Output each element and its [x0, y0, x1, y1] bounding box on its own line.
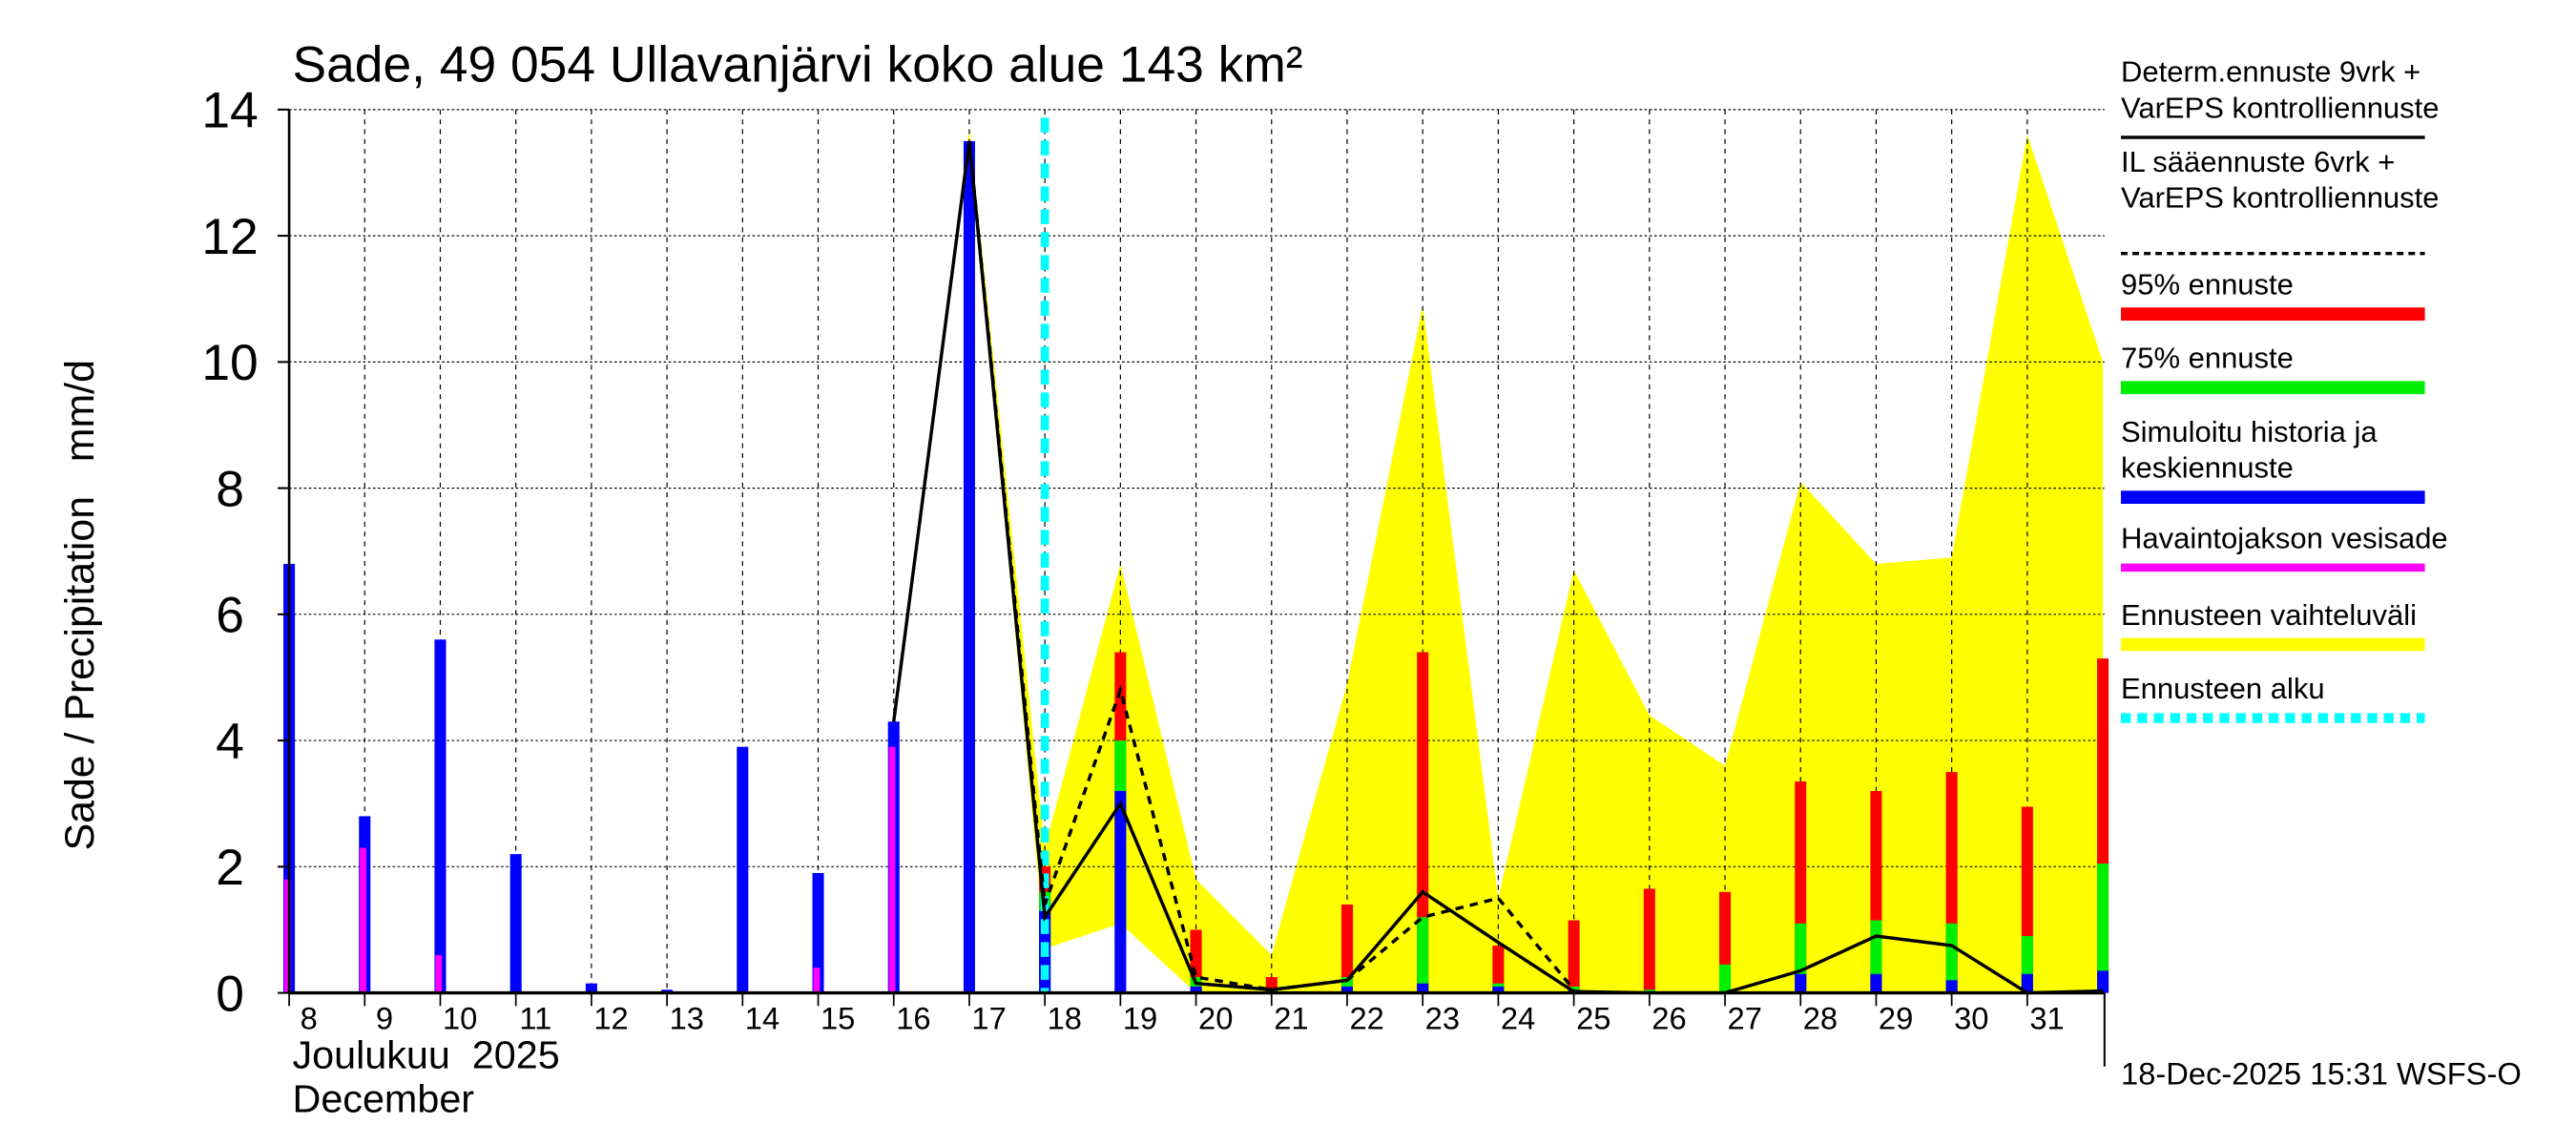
bar-75pct [1719, 964, 1732, 993]
bar-simuloitu [1190, 986, 1202, 993]
x-tick-label: 21 [1274, 1000, 1308, 1035]
x-tick-label: 19 [1123, 1000, 1157, 1035]
bar-simuloitu [812, 872, 824, 993]
footer-timestamp: 18-Dec-2025 15:31 WSFS-O [2121, 1056, 2522, 1092]
x-axis-label-fi: Joulukuu 2025 [293, 1033, 560, 1077]
bar-simuloitu [1417, 983, 1429, 993]
y-tick-label: 4 [216, 714, 244, 770]
x-tick-label: 29 [1879, 1000, 1913, 1035]
bar-simuloitu [737, 746, 749, 993]
bar-95pct [1643, 888, 1655, 993]
legend-label: Havaintojakson vesisade [2121, 521, 2448, 554]
legend-label: 95% ennuste [2121, 268, 2294, 302]
bar-havaintojakson [283, 879, 291, 993]
x-tick-label: 16 [896, 1000, 930, 1035]
bar-havaintojakson [435, 954, 443, 993]
bar-75pct [2097, 864, 2109, 993]
y-tick-label: 8 [216, 462, 244, 518]
x-tick-label: 10 [443, 1000, 477, 1035]
y-tick-label: 12 [201, 209, 258, 265]
legend-label: Determ.ennuste 9vrk + [2121, 55, 2420, 89]
x-tick-label: 9 [376, 1000, 393, 1035]
bar-95pct [1492, 945, 1505, 993]
bar-simuloitu [1492, 986, 1505, 993]
x-tick-label: 18 [1048, 1000, 1082, 1035]
x-tick-label: 12 [593, 1000, 628, 1035]
bar-simuloitu [1340, 986, 1354, 993]
bar-95pct [1340, 905, 1354, 993]
bar-havaintojakson [888, 746, 896, 993]
bar-simuloitu [2097, 970, 2109, 993]
y-tick-label: 10 [201, 335, 258, 391]
bar-95pct [1417, 652, 1429, 993]
y-tick-label: 14 [201, 83, 258, 139]
bar-simuloitu [1795, 973, 1807, 993]
x-tick-label: 26 [1652, 1000, 1686, 1035]
legend-label: VarEPS kontrolliennuste [2121, 91, 2439, 124]
x-tick-label: 8 [301, 1000, 318, 1035]
bar-simuloitu [963, 140, 975, 993]
bar-simuloitu [1114, 790, 1127, 993]
x-tick-label: 17 [971, 1000, 1006, 1035]
x-tick-label: 11 [519, 1000, 551, 1035]
x-tick-label: 20 [1198, 1000, 1233, 1035]
x-tick-label: 13 [670, 1000, 704, 1035]
bar-95pct [1568, 920, 1580, 993]
bar-havaintojakson [360, 847, 366, 993]
y-tick-label: 6 [216, 588, 244, 644]
legend-label: IL sääennuste 6vrk + [2121, 145, 2395, 178]
chart-title: Sade, 49 054 Ullavanjärvi koko alue 143 … [293, 37, 1303, 94]
x-tick-label: 23 [1425, 1000, 1460, 1035]
legend-label: Ennusteen vaihteluväli [2121, 598, 2417, 632]
bar-simuloitu [509, 854, 522, 993]
y-axis-label: Sade / Precipitation mm/d [57, 360, 103, 850]
bar-simuloitu [2021, 973, 2033, 993]
bar-havaintojakson [813, 968, 821, 993]
bar-75pct [1417, 917, 1429, 993]
y-tick-label: 0 [216, 967, 244, 1023]
bar-simuloitu [434, 639, 447, 993]
legend-label: keskiennuste [2121, 451, 2294, 485]
legend-label: Ennusteen alku [2121, 672, 2325, 705]
y-tick-label: 2 [216, 840, 244, 896]
x-tick-label: 22 [1349, 1000, 1383, 1035]
bar-75pct [1945, 923, 1958, 993]
x-tick-label: 30 [1954, 1000, 1988, 1035]
x-tick-label: 14 [745, 1000, 779, 1035]
x-tick-label: 28 [1803, 1000, 1838, 1035]
il-forecast-line [967, 140, 1575, 991]
forecast-range-band [893, 128, 2104, 993]
bar-simuloitu [1945, 980, 1958, 993]
legend-label: 75% ennuste [2121, 342, 2294, 375]
deterministic-forecast-line [892, 140, 2104, 995]
x-tick-label: 27 [1728, 1000, 1762, 1035]
x-tick-label: 31 [2029, 1000, 2064, 1035]
x-tick-label: 25 [1576, 1000, 1610, 1035]
legend-label: VarEPS kontrolliennuste [2121, 181, 2439, 215]
legend-label: Simuloitu historia ja [2121, 415, 2378, 448]
bar-simuloitu [585, 983, 597, 993]
x-tick-label: 15 [821, 1000, 855, 1035]
x-tick-label: 24 [1501, 1000, 1535, 1035]
bar-simuloitu [1870, 973, 1882, 993]
x-axis-label-en: December [293, 1077, 475, 1121]
